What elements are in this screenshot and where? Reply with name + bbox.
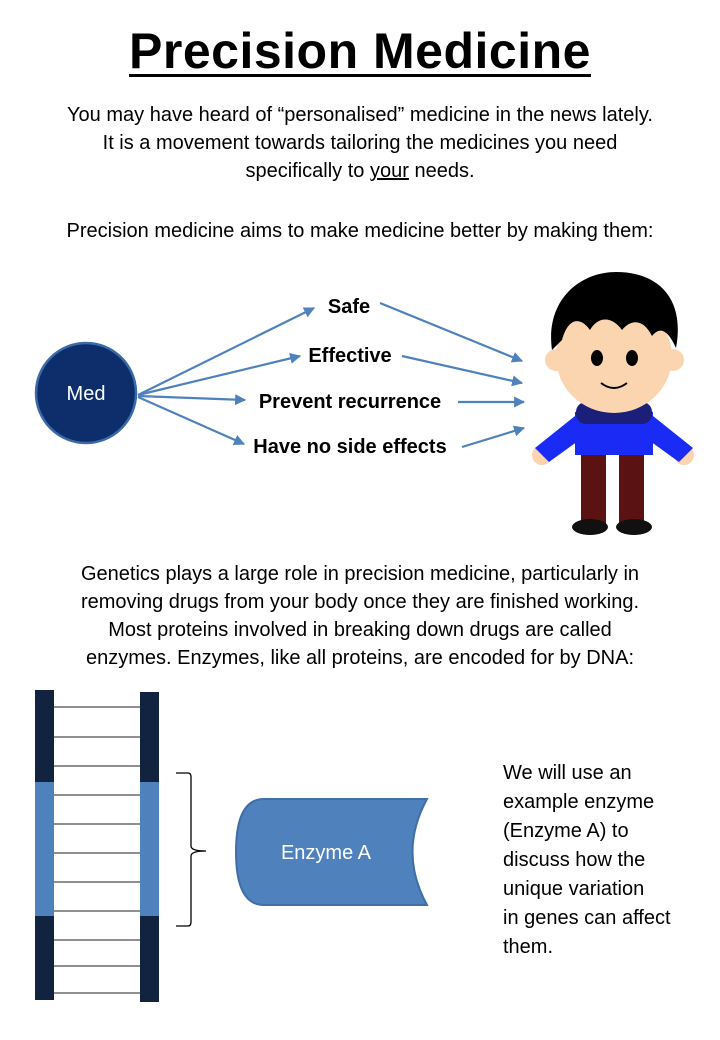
arrow-side-effects-to-person bbox=[461, 425, 526, 449]
arrow-med-to-effective bbox=[137, 352, 302, 397]
enzyme-explanation-line-6: in genes can affect bbox=[503, 907, 671, 929]
genetics-line-4: enzymes. Enzymes, like all proteins, are… bbox=[85, 647, 635, 669]
enzyme-explanation-line-1: We will use an bbox=[503, 762, 632, 784]
page-title: Precision Medicine bbox=[129, 23, 591, 79]
enzyme-explanation-line-2: example enzyme bbox=[503, 791, 655, 813]
genetics-line-1: Genetics plays a large role in precision… bbox=[80, 563, 640, 585]
person-left-shoe bbox=[572, 519, 608, 535]
dna-left-rail-gene bbox=[35, 782, 54, 916]
enzyme-a-label: Enzyme A bbox=[281, 842, 372, 864]
genetics-paragraph: Genetics plays a large role in precision… bbox=[0, 560, 720, 672]
arrow-med-to-prevent bbox=[137, 394, 247, 406]
dna-ladder bbox=[35, 690, 159, 1002]
med-arrows bbox=[137, 301, 526, 449]
benefit-effective: Effective bbox=[308, 345, 391, 367]
dna-rungs bbox=[54, 706, 140, 994]
intro-line-1: You may have heard of “personalised” med… bbox=[67, 104, 653, 126]
enzyme-a: Enzyme A bbox=[234, 798, 429, 906]
med-circle-label: Med bbox=[67, 383, 106, 405]
person-right-eye bbox=[626, 350, 638, 366]
benefit-prevent-recurrence: Prevent recurrence bbox=[259, 391, 441, 413]
gene-brace bbox=[176, 772, 207, 927]
emphasis-your: your bbox=[369, 160, 409, 182]
enzyme-explanation-line-7: them. bbox=[503, 936, 554, 958]
genetics-line-3: Most proteins involved in breaking down … bbox=[108, 619, 612, 641]
arrow-safe-to-person bbox=[379, 301, 524, 363]
intro-paragraph: You may have heard of “personalised” med… bbox=[0, 101, 720, 185]
person-right-shoe bbox=[616, 519, 652, 535]
intro-line-3-end: needs. bbox=[408, 160, 475, 182]
enzyme-explanation-line-4: discuss how the bbox=[503, 849, 646, 871]
person-right-arm bbox=[643, 412, 693, 462]
arrow-med-to-safe bbox=[137, 307, 315, 396]
med-diagram: Med Safe Effective Prevent recurrence Ha… bbox=[34, 296, 526, 458]
intro-line-2: It is a movement towards tailoring the m… bbox=[102, 132, 618, 154]
person-head bbox=[556, 301, 672, 413]
intro-line-3-start: specifically to bbox=[245, 160, 370, 182]
arrow-effective-to-person bbox=[401, 354, 524, 387]
dna-right-rail-gene bbox=[140, 782, 159, 916]
dna-right-rail-bottom bbox=[140, 916, 159, 1002]
enzyme-a-shape bbox=[234, 798, 429, 906]
person-left-eye bbox=[591, 350, 603, 366]
benefit-safe: Safe bbox=[328, 296, 370, 318]
med-circle bbox=[34, 341, 138, 445]
intro-line-3: specifically to your needs. bbox=[0, 157, 720, 185]
enzyme-explanation: We will use an example enzyme (Enzyme A)… bbox=[503, 759, 703, 962]
person-left-arm bbox=[535, 412, 585, 462]
benefit-no-side-effects: Have no side effects bbox=[253, 436, 446, 458]
aims-text: Precision medicine aims to make medicine… bbox=[66, 220, 654, 242]
dna-left-rail-top bbox=[35, 690, 54, 782]
person-mouth bbox=[600, 382, 628, 389]
person-hair bbox=[551, 272, 678, 350]
person-illustration bbox=[532, 272, 694, 535]
enzyme-explanation-line-5: unique variation bbox=[503, 878, 645, 900]
dna-right-rail-top bbox=[140, 692, 159, 782]
dna-left-rail-bottom bbox=[35, 916, 54, 1000]
enzyme-explanation-line-3: (Enzyme A) to bbox=[503, 820, 629, 842]
genetics-line-2: removing drugs from your body once they … bbox=[80, 591, 640, 613]
arrow-med-to-side-effects bbox=[137, 395, 246, 446]
